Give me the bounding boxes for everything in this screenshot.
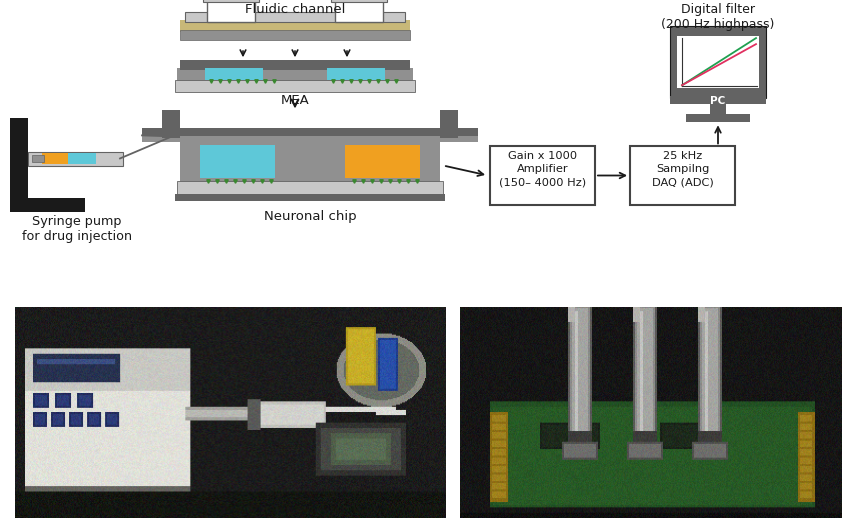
- Bar: [331, 0, 387, 2]
- Bar: [180, 140, 440, 183]
- Bar: [162, 110, 180, 138]
- Bar: [345, 145, 420, 177]
- Text: Neuronal chip: Neuronal chip: [263, 210, 356, 223]
- Bar: [10, 118, 28, 209]
- Bar: [180, 60, 410, 70]
- Text: MEA: MEA: [280, 95, 309, 107]
- Bar: [175, 194, 445, 201]
- Bar: [68, 154, 96, 164]
- Text: Digital filter
(200 Hz highpass): Digital filter (200 Hz highpass): [661, 3, 774, 31]
- Bar: [203, 0, 259, 2]
- Bar: [175, 80, 415, 92]
- Bar: [180, 20, 410, 32]
- Bar: [180, 30, 410, 40]
- Bar: [32, 155, 44, 163]
- Bar: [677, 36, 759, 88]
- Bar: [490, 146, 595, 204]
- Bar: [670, 96, 766, 105]
- Bar: [630, 146, 735, 204]
- Text: Fluidic channel: Fluidic channel: [245, 3, 345, 16]
- Bar: [42, 154, 70, 164]
- Bar: [10, 197, 85, 212]
- Bar: [327, 68, 385, 80]
- Text: Gain x 1000
Amplifier
(150– 4000 Hz): Gain x 1000 Amplifier (150– 4000 Hz): [499, 152, 586, 187]
- Bar: [335, 0, 383, 22]
- Bar: [205, 68, 263, 80]
- Bar: [177, 181, 443, 195]
- Bar: [440, 110, 458, 138]
- Bar: [710, 102, 726, 116]
- Bar: [200, 145, 275, 177]
- Text: Syringe pump
for drug injection: Syringe pump for drug injection: [22, 214, 132, 242]
- Bar: [142, 136, 478, 143]
- Bar: [142, 128, 478, 138]
- Bar: [177, 68, 413, 82]
- Text: 25 kHz
Sampilng
DAQ (ADC): 25 kHz Sampilng DAQ (ADC): [652, 152, 713, 187]
- Bar: [185, 12, 405, 22]
- Bar: [670, 26, 766, 98]
- Bar: [28, 153, 123, 166]
- Bar: [207, 0, 255, 22]
- Text: PC: PC: [711, 96, 726, 106]
- Bar: [686, 115, 750, 122]
